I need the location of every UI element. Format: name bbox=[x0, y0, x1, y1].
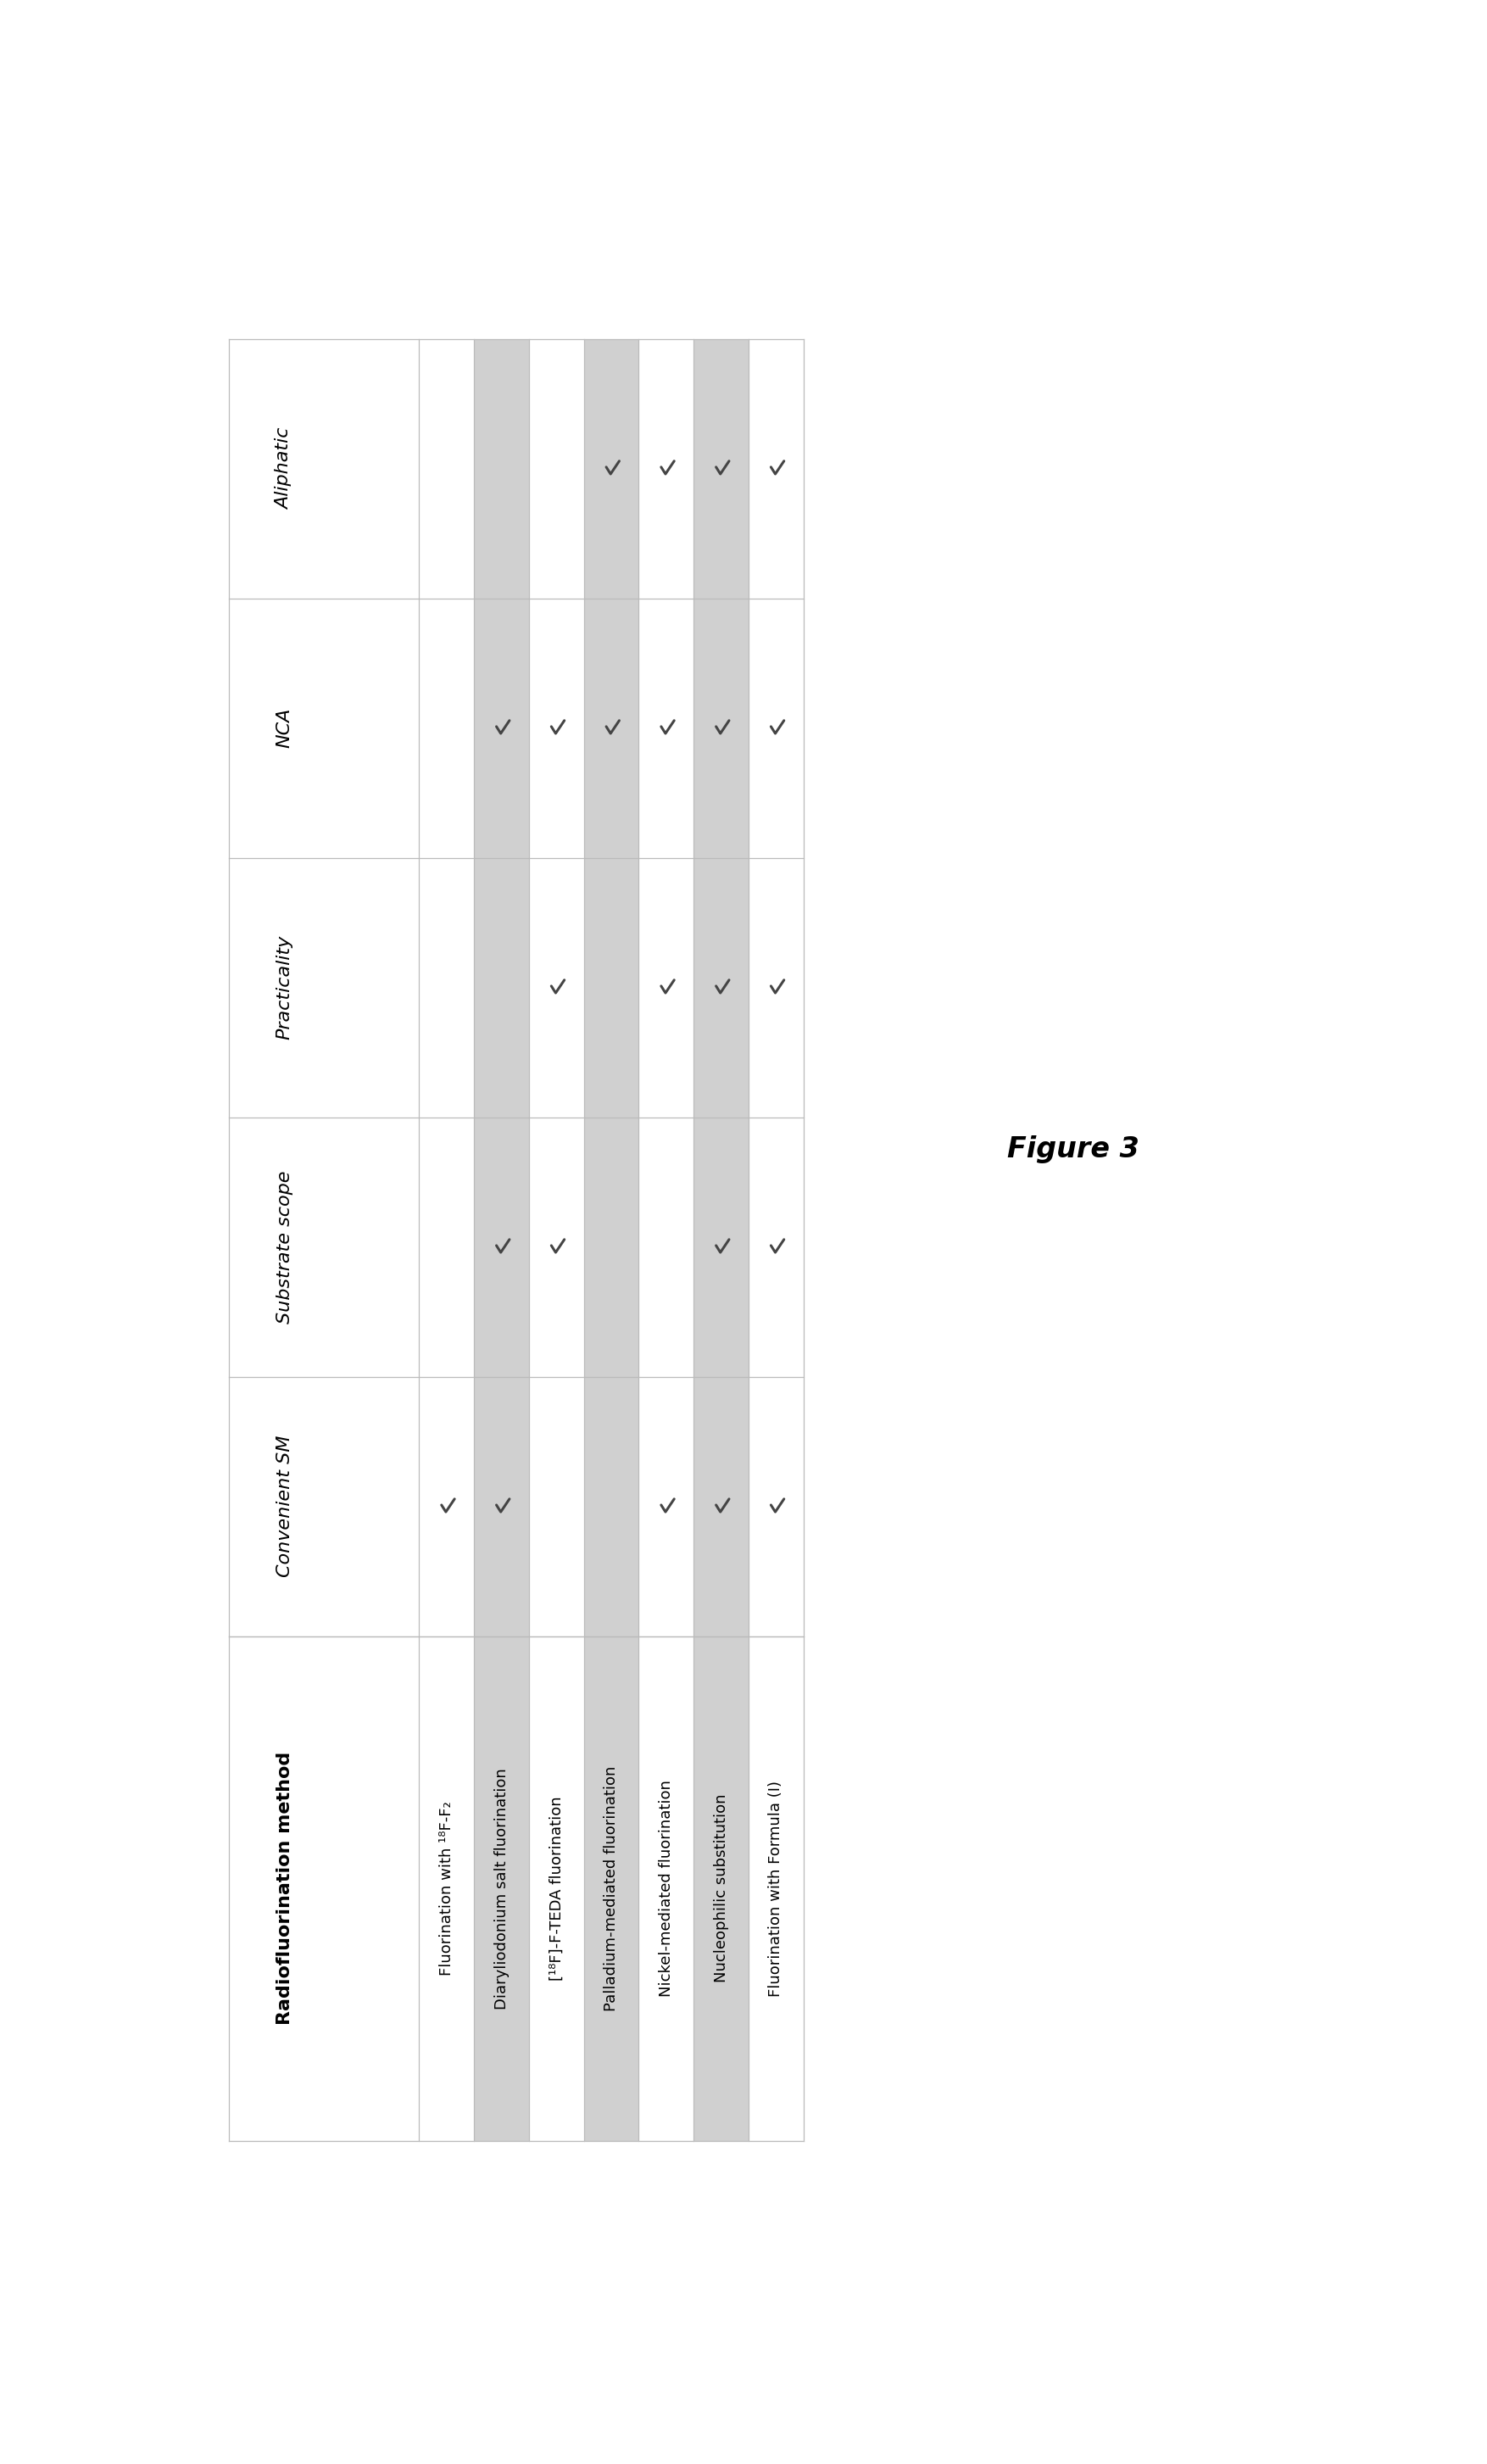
Bar bbox=[474, 338, 529, 2141]
Text: Radiofluorination method: Radiofluorination method bbox=[277, 1752, 293, 2025]
Text: Diaryliodonium salt fluorination: Diaryliodonium salt fluorination bbox=[494, 1767, 509, 2008]
Bar bbox=[584, 338, 639, 2141]
Text: Nickel-mediated fluorination: Nickel-mediated fluorination bbox=[659, 1779, 674, 1996]
Text: Aliphatic: Aliphatic bbox=[277, 429, 293, 510]
Text: Figure 3: Figure 3 bbox=[1007, 1136, 1139, 1163]
Text: NCA: NCA bbox=[277, 707, 293, 749]
Text: Palladium-mediated fluorination: Palladium-mediated fluorination bbox=[604, 1767, 619, 2011]
Text: Fluorination with ¹⁸F-F₂: Fluorination with ¹⁸F-F₂ bbox=[439, 1801, 454, 1976]
Bar bbox=[693, 338, 748, 2141]
Text: Substrate scope: Substrate scope bbox=[277, 1170, 293, 1323]
Text: Convenient SM: Convenient SM bbox=[277, 1437, 293, 1577]
Text: Fluorination with Formula (I): Fluorination with Formula (I) bbox=[769, 1781, 784, 1996]
Text: [¹⁸F]-F-TEDA fluorination: [¹⁸F]-F-TEDA fluorination bbox=[549, 1796, 564, 1981]
Text: Practicality: Practicality bbox=[277, 936, 293, 1040]
Text: Nucleophilic substitution: Nucleophilic substitution bbox=[714, 1794, 729, 1984]
